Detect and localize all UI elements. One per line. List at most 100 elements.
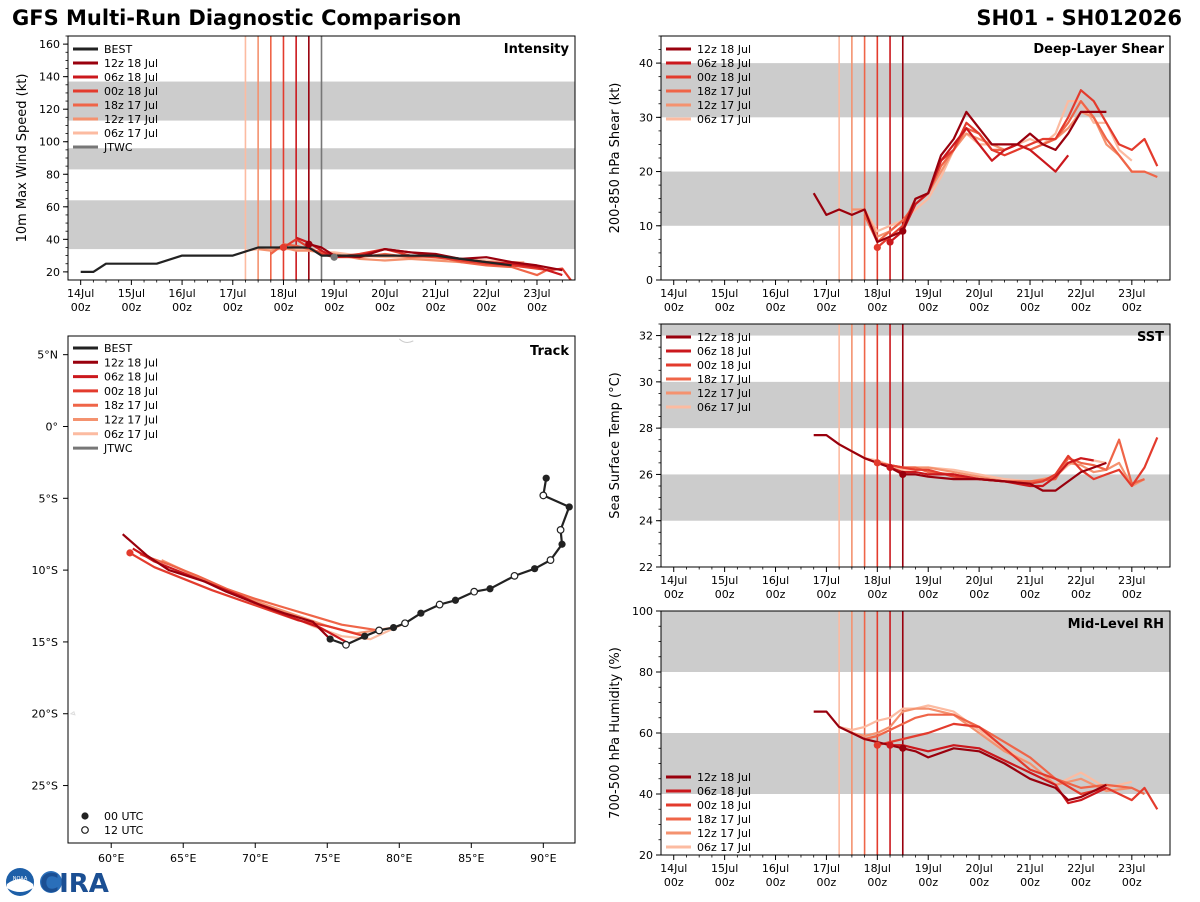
y-tick-label: 5°S xyxy=(39,492,58,505)
y-axis-label: 200-850 hPa Shear (kt) xyxy=(608,83,623,234)
x-tick-label: 15Jul xyxy=(711,287,738,300)
legend-label: 12z 17 Jul xyxy=(104,113,158,126)
plot-area-track xyxy=(121,474,573,649)
y-tick-label: 40 xyxy=(639,57,653,70)
legend-label: 18z 17 Jul xyxy=(104,99,158,112)
x-tick-label: 17Jul xyxy=(813,862,840,875)
y-tick-label: 28 xyxy=(639,422,653,435)
y-tick-label: 80 xyxy=(46,168,60,181)
x-tick-label: 16Jul xyxy=(762,574,789,587)
legend-label: 00z 18 Jul xyxy=(697,359,751,372)
x-tick-label: 16Jul xyxy=(762,862,789,875)
island-outline xyxy=(69,710,76,716)
series-line xyxy=(838,704,1133,790)
x-tick-label: 15Jul xyxy=(711,574,738,587)
best-track-00utc-point xyxy=(417,609,425,617)
x-tick-label: 00z xyxy=(1122,588,1142,601)
threshold-band xyxy=(661,474,1170,521)
plot-frame xyxy=(67,335,576,844)
y-tick-label: 0 xyxy=(646,274,653,287)
x-tick-label: 00z xyxy=(664,301,684,314)
legend-label: 06z 17 Jul xyxy=(697,401,751,414)
x-tick-label: 23Jul xyxy=(523,287,550,300)
panel-title: Track xyxy=(530,344,569,359)
best-track-00utc-point xyxy=(389,623,398,632)
y-axis-label: 10m Max Wind Speed (kt) xyxy=(15,74,30,243)
plot-area-sst xyxy=(661,324,1170,567)
page-title: GFS Multi-Run Diagnostic Comparison xyxy=(12,6,462,30)
threshold-band xyxy=(661,611,1170,672)
best-track-00utc-point xyxy=(451,596,460,604)
legend-label: 06z 17 Jul xyxy=(104,127,158,140)
panel-title: Deep-Layer Shear xyxy=(1033,42,1164,57)
series-line xyxy=(889,127,1070,243)
x-tick-label: 80°E xyxy=(386,852,412,865)
best-track-12utc-point xyxy=(556,525,565,534)
legend-label: 12z 17 Jul xyxy=(697,387,751,400)
x-tick-label: 14Jul xyxy=(660,862,687,875)
legend-label: 06z 18 Jul xyxy=(104,71,158,84)
y-tick-label: 5°N xyxy=(37,349,58,362)
x-tick-label: 00z xyxy=(918,588,938,601)
legend-label: 12z 17 Jul xyxy=(697,827,751,840)
x-tick-label: 00z xyxy=(766,876,786,889)
x-tick-label: 16Jul xyxy=(168,287,195,300)
x-tick-label: 18Jul xyxy=(864,862,891,875)
panel-title: Mid-Level RH xyxy=(1068,617,1164,632)
x-tick-label: 20Jul xyxy=(965,287,992,300)
best-track-12utc-point xyxy=(401,619,409,628)
x-tick-label: 00z xyxy=(1122,301,1142,314)
x-tick-label: 22Jul xyxy=(1067,862,1094,875)
best-track-12utc-point xyxy=(510,571,519,580)
x-tick-label: 00z xyxy=(1020,301,1040,314)
series-marker xyxy=(886,741,894,749)
storm-id: SH01 - SH012026 xyxy=(976,6,1182,30)
legend-label: 00z 18 Jul xyxy=(104,385,158,398)
coastline-outline xyxy=(398,338,414,343)
cira-globe-icon xyxy=(40,871,62,893)
series-marker xyxy=(873,741,881,749)
legend-label: 06z 18 Jul xyxy=(104,371,158,384)
y-tick-label: 20 xyxy=(46,266,60,279)
x-tick-label: 00z xyxy=(969,876,989,889)
x-tick-label: 23Jul xyxy=(1118,287,1145,300)
x-tick-label: 00z xyxy=(1122,876,1142,889)
x-tick-label: 17Jul xyxy=(219,287,246,300)
x-tick-label: 16Jul xyxy=(762,287,789,300)
legend-label: 00z 18 Jul xyxy=(104,85,158,98)
y-tick-label: 100 xyxy=(39,136,60,149)
x-tick-label: 00z xyxy=(969,588,989,601)
x-tick-label: 75°E xyxy=(314,852,340,865)
best-track-12utc-point xyxy=(470,587,479,596)
x-tick-label: 00z xyxy=(766,301,786,314)
noaa-logo-text: NOAA xyxy=(13,876,28,882)
track-marker xyxy=(126,549,134,557)
legend-label: 12z 17 Jul xyxy=(104,414,158,427)
noaa-cira-logo: NOAA CIRA xyxy=(6,868,109,899)
x-tick-label: 00z xyxy=(867,876,887,889)
x-tick-label: 00z xyxy=(71,301,91,314)
best-track-12utc-point xyxy=(546,556,555,564)
legend-label: 12z 18 Jul xyxy=(104,356,158,369)
forecast-track xyxy=(139,553,380,632)
best-track-00utc-point xyxy=(565,503,573,511)
series-marker xyxy=(899,470,907,479)
x-tick-label: 00z xyxy=(1020,588,1040,601)
y-axis-label: Sea Surface Temp (°C) xyxy=(608,372,623,519)
y-tick-label: 40 xyxy=(46,233,60,246)
x-tick-label: 00z xyxy=(1071,301,1091,314)
legend-label: 12z 17 Jul xyxy=(697,99,751,112)
x-tick-label: 17Jul xyxy=(813,574,840,587)
x-tick-label: 00z xyxy=(1020,876,1040,889)
y-tick-label: 32 xyxy=(639,330,653,343)
x-tick-label: 21Jul xyxy=(1016,287,1043,300)
legend-label: 06z 18 Jul xyxy=(697,345,751,358)
x-tick-label: 14Jul xyxy=(67,287,94,300)
x-tick-label: 90°E xyxy=(530,852,556,865)
x-tick-label: 22Jul xyxy=(473,287,500,300)
legend-label: 18z 17 Jul xyxy=(104,399,158,412)
x-tick-label: 21Jul xyxy=(1016,574,1043,587)
x-tick-label: 19Jul xyxy=(321,287,348,300)
y-tick-label: 60 xyxy=(639,727,653,740)
x-tick-label: 00z xyxy=(172,301,192,314)
